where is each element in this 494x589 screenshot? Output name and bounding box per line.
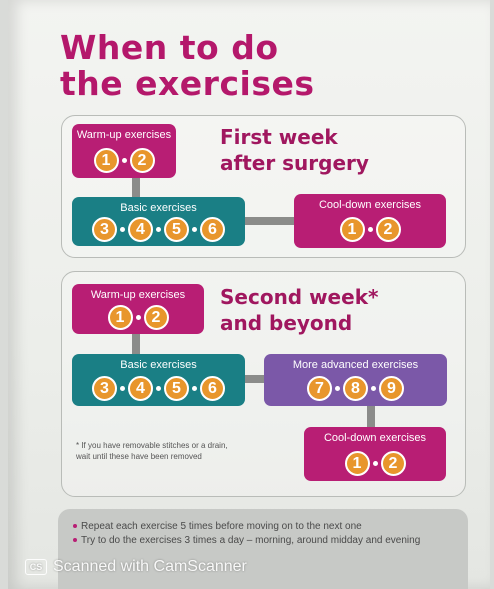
second-week-heading: Second week* and beyond (220, 284, 378, 336)
separator-dot (335, 386, 340, 391)
separator-dot (156, 386, 161, 391)
exercise-number: 5 (164, 376, 189, 401)
basic-numbers: 3 4 5 6 (72, 217, 245, 242)
warmup-box: Warm-up exercises 1 2 (72, 124, 176, 178)
exercise-number: 9 (379, 376, 404, 401)
cooldown-label: Cool-down exercises (323, 432, 427, 444)
title-line-1: When to do (60, 28, 279, 67)
exercise-number: 6 (200, 217, 225, 242)
separator-dot (192, 386, 197, 391)
watermark-text: Scanned with CamScanner (53, 558, 247, 575)
exercise-number: 4 (128, 376, 153, 401)
tips-box: Repeat each exercise 5 times before movi… (58, 509, 468, 589)
second-week-panel: Warm-up exercises 1 2 Second week* and b… (61, 271, 466, 497)
warmup-label: Warm-up exercises (90, 289, 186, 301)
basic-numbers: 3 4 5 6 (72, 376, 245, 401)
separator-dot (156, 227, 161, 232)
exercise-number: 6 (200, 376, 225, 401)
exercise-number: 8 (343, 376, 368, 401)
advanced-box: More advanced exercises 7 8 9 (264, 354, 447, 406)
separator-dot (121, 158, 127, 163)
exercise-number: 5 (164, 217, 189, 242)
connector-advanced-cooldown (367, 405, 375, 429)
exercise-number: 2 (143, 305, 169, 330)
leaflet-page: When to do the exercises Warm-up exercis… (8, 0, 490, 589)
cooldown-label: Cool-down exercises (318, 199, 422, 211)
separator-dot (367, 227, 373, 232)
advanced-numbers: 7 8 9 (264, 376, 447, 401)
tip-item: Repeat each exercise 5 times before movi… (73, 521, 468, 533)
exercise-number: 1 (107, 305, 133, 330)
exercise-number: 1 (93, 148, 119, 173)
basic-box: Basic exercises 3 4 5 6 (72, 354, 245, 406)
separator-dot (371, 386, 376, 391)
separator-dot (120, 227, 125, 232)
exercise-number: 2 (380, 451, 406, 476)
cooldown-box: Cool-down exercises 1 2 (294, 194, 446, 248)
warmup-box: Warm-up exercises 1 2 (72, 284, 204, 334)
heading-line-2: after surgery (220, 151, 369, 175)
heading-line-1: Second week* (220, 285, 379, 309)
exercise-number: 1 (339, 217, 365, 242)
tips-list: Repeat each exercise 5 times before movi… (58, 509, 468, 547)
separator-dot (135, 315, 141, 320)
heading-line-2: and beyond (220, 311, 353, 335)
exercise-number: 3 (92, 217, 117, 242)
advanced-label: More advanced exercises (292, 359, 419, 371)
footnote-line-2: wait until these have been removed (76, 452, 202, 461)
title-line-2: the exercises (60, 64, 315, 103)
separator-dot (192, 227, 197, 232)
basic-box: Basic exercises 3 4 5 6 (72, 197, 245, 246)
heading-line-1: First week (220, 125, 338, 149)
warmup-numbers: 1 2 (72, 305, 204, 330)
connector-basic-advanced (240, 375, 264, 383)
stitches-footnote: * If you have removable stitches or a dr… (76, 440, 291, 462)
exercise-number: 3 (92, 376, 117, 401)
exercise-number: 7 (307, 376, 332, 401)
basic-label: Basic exercises (120, 202, 197, 214)
exercise-number: 4 (128, 217, 153, 242)
page-title: When to do the exercises (60, 30, 315, 102)
warmup-numbers: 1 2 (72, 148, 176, 173)
exercise-number: 2 (129, 148, 155, 173)
connector-basic-cooldown (240, 217, 295, 225)
tip-item: Try to do the exercises 3 times a day – … (73, 535, 468, 547)
first-week-panel: Warm-up exercises 1 2 First week after s… (61, 115, 466, 258)
exercise-number: 2 (375, 217, 401, 242)
camscanner-logo-icon: CS (25, 559, 47, 575)
cooldown-numbers: 1 2 (294, 217, 446, 242)
camscanner-watermark: CS Scanned with CamScanner (25, 558, 247, 576)
cooldown-box: Cool-down exercises 1 2 (304, 427, 446, 481)
footnote-line-1: * If you have removable stitches or a dr… (76, 441, 228, 450)
separator-dot (372, 461, 378, 466)
basic-label: Basic exercises (120, 359, 197, 371)
warmup-label: Warm-up exercises (76, 129, 172, 141)
connector-warmup-basic (132, 174, 140, 200)
cooldown-numbers: 1 2 (304, 451, 446, 476)
exercise-number: 1 (344, 451, 370, 476)
connector-warmup-basic (132, 332, 140, 356)
first-week-heading: First week after surgery (220, 124, 369, 176)
separator-dot (120, 386, 125, 391)
